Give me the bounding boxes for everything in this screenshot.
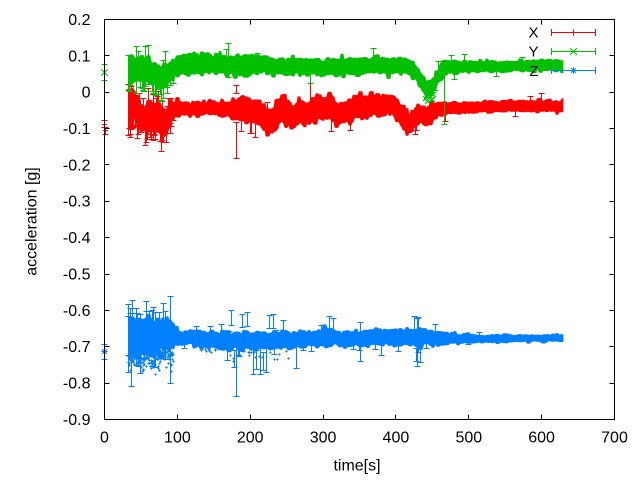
svg-text:0: 0 (100, 430, 109, 447)
svg-text:0.2: 0.2 (68, 12, 90, 29)
svg-text:X: X (528, 25, 538, 42)
svg-text:-0.7: -0.7 (63, 339, 91, 356)
svg-text:100: 100 (164, 430, 191, 447)
svg-text:500: 500 (455, 430, 482, 447)
svg-text:Z: Z (529, 63, 538, 80)
svg-text:time[s]: time[s] (333, 458, 380, 475)
svg-text:0.1: 0.1 (68, 48, 90, 65)
svg-text:acceleration [g]: acceleration [g] (23, 167, 40, 276)
svg-text:-0.6: -0.6 (63, 303, 91, 320)
svg-text:Y: Y (528, 44, 538, 61)
svg-text:-0.4: -0.4 (63, 230, 91, 247)
svg-text:-0.9: -0.9 (63, 412, 91, 429)
svg-text:400: 400 (383, 430, 410, 447)
svg-text:300: 300 (310, 430, 337, 447)
svg-text:600: 600 (528, 430, 555, 447)
svg-text:-0.3: -0.3 (63, 194, 91, 211)
svg-text:-0.8: -0.8 (63, 376, 91, 393)
svg-text:0: 0 (82, 85, 91, 102)
svg-text:700: 700 (601, 430, 628, 447)
svg-text:200: 200 (237, 430, 264, 447)
svg-text:-0.2: -0.2 (63, 157, 91, 174)
svg-text:-0.1: -0.1 (63, 121, 91, 138)
svg-text:-0.5: -0.5 (63, 266, 91, 283)
